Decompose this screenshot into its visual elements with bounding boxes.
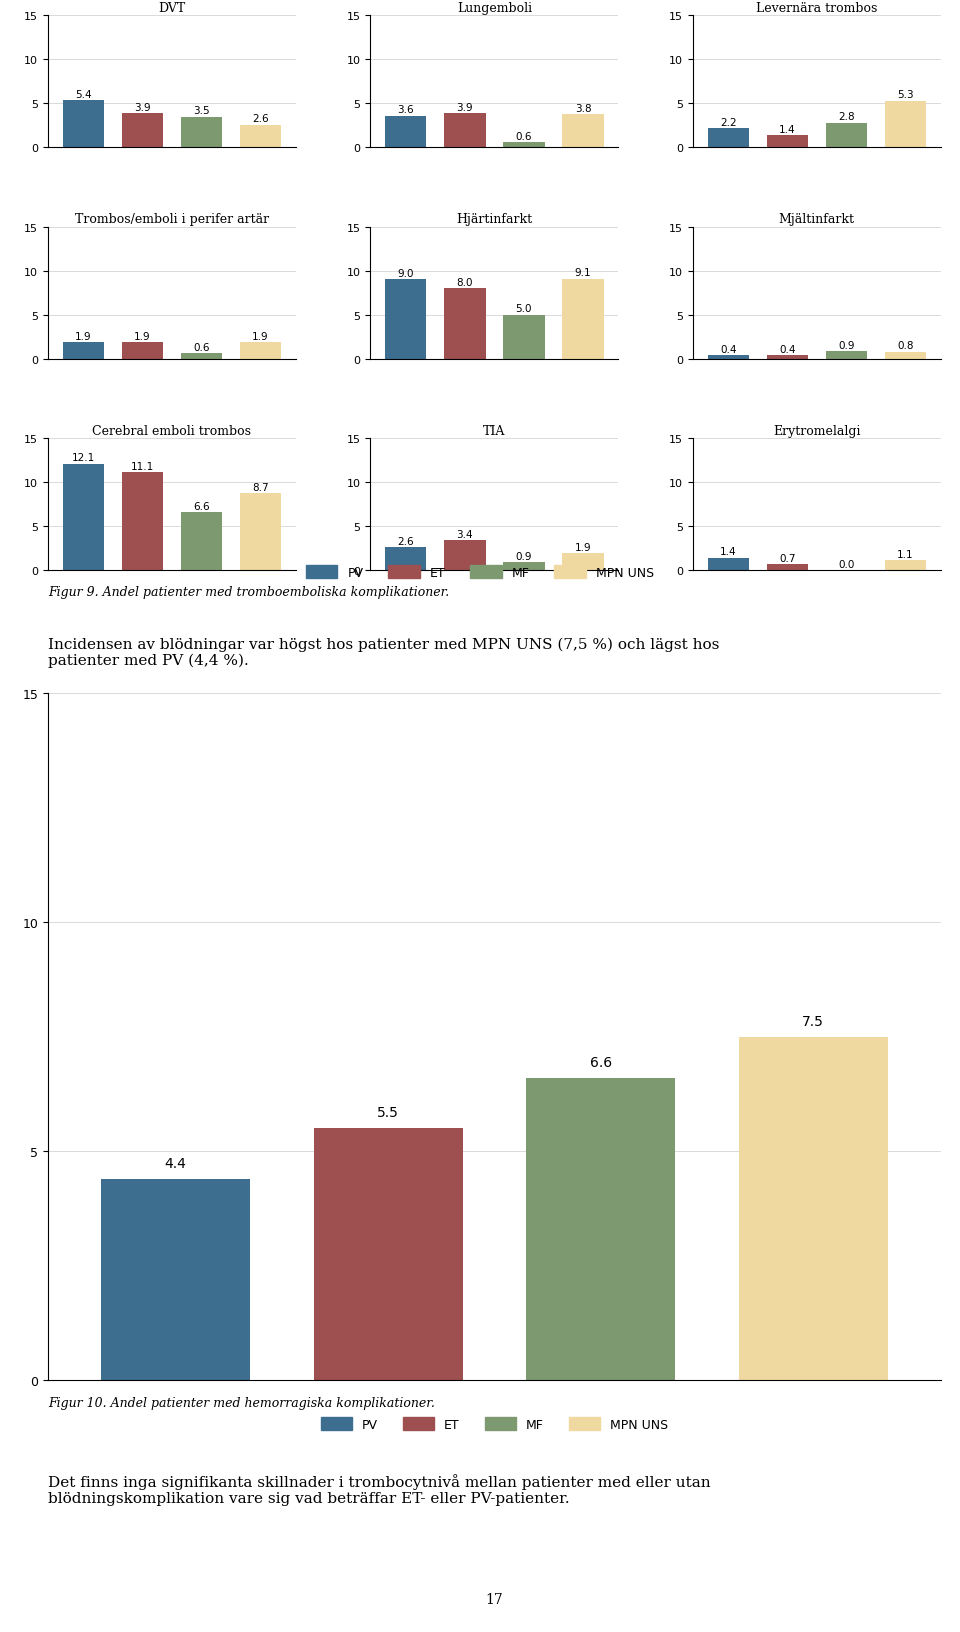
Bar bbox=[385, 281, 426, 359]
Bar bbox=[708, 129, 749, 149]
Bar bbox=[526, 1079, 675, 1381]
Text: 5.5: 5.5 bbox=[377, 1105, 399, 1120]
Title: Lungemboli: Lungemboli bbox=[457, 2, 532, 15]
Bar bbox=[885, 101, 926, 149]
Text: 12.1: 12.1 bbox=[72, 454, 95, 463]
Bar bbox=[503, 144, 544, 149]
Text: Figur 10. Andel patienter med hemorragiska komplikationer.: Figur 10. Andel patienter med hemorragis… bbox=[48, 1395, 435, 1408]
Bar bbox=[444, 289, 486, 359]
Bar bbox=[767, 565, 808, 571]
Text: 2.2: 2.2 bbox=[720, 118, 736, 127]
Title: Hjärtinfarkt: Hjärtinfarkt bbox=[456, 214, 533, 227]
Bar bbox=[122, 343, 163, 359]
Bar bbox=[503, 563, 544, 571]
Text: 3.6: 3.6 bbox=[397, 106, 414, 116]
Title: TIA: TIA bbox=[483, 424, 506, 437]
Text: 3.5: 3.5 bbox=[193, 106, 210, 116]
Text: 1.9: 1.9 bbox=[252, 331, 269, 341]
Bar bbox=[180, 354, 222, 359]
Bar bbox=[240, 494, 281, 571]
Text: 1.1: 1.1 bbox=[897, 550, 914, 560]
Text: 2.6: 2.6 bbox=[397, 537, 414, 547]
Text: 5.0: 5.0 bbox=[516, 304, 532, 315]
Legend: PV, ET, MF, MPN UNS: PV, ET, MF, MPN UNS bbox=[316, 1412, 673, 1436]
Title: Cerebral emboli trombos: Cerebral emboli trombos bbox=[92, 424, 252, 437]
Bar bbox=[885, 353, 926, 359]
Title: Trombos/emboli i perifer artär: Trombos/emboli i perifer artär bbox=[75, 214, 269, 227]
Bar bbox=[240, 343, 281, 359]
Bar bbox=[444, 114, 486, 149]
Bar bbox=[180, 512, 222, 571]
Text: 0.6: 0.6 bbox=[193, 343, 210, 353]
Bar bbox=[885, 561, 926, 571]
Title: Erytromelalgi: Erytromelalgi bbox=[773, 424, 860, 437]
Bar bbox=[62, 463, 104, 571]
Bar bbox=[826, 351, 867, 359]
Text: Figur 9. Andel patienter med tromboemboliska komplikationer.: Figur 9. Andel patienter med tromboembol… bbox=[48, 586, 449, 599]
Bar bbox=[563, 553, 604, 571]
Bar bbox=[444, 540, 486, 571]
Text: 3.9: 3.9 bbox=[457, 103, 473, 113]
Bar bbox=[739, 1036, 888, 1381]
Bar bbox=[62, 343, 104, 359]
Text: 7.5: 7.5 bbox=[803, 1013, 825, 1028]
Text: 0.9: 0.9 bbox=[838, 341, 854, 351]
Text: 8.0: 8.0 bbox=[457, 277, 473, 287]
Text: 0.4: 0.4 bbox=[779, 344, 796, 354]
Text: 0.9: 0.9 bbox=[516, 552, 532, 561]
Text: 1.4: 1.4 bbox=[779, 124, 796, 135]
Text: 0.4: 0.4 bbox=[720, 344, 736, 354]
Text: 3.9: 3.9 bbox=[134, 103, 151, 113]
Text: 5.4: 5.4 bbox=[75, 90, 92, 100]
Text: 6.6: 6.6 bbox=[193, 501, 210, 511]
Legend: PV, ET, MF, MPN UNS: PV, ET, MF, MPN UNS bbox=[301, 561, 659, 584]
Bar bbox=[314, 1129, 463, 1381]
Bar bbox=[503, 315, 544, 359]
Text: 6.6: 6.6 bbox=[589, 1056, 612, 1069]
Text: 0.6: 0.6 bbox=[516, 132, 532, 142]
Bar bbox=[240, 126, 281, 149]
Text: 2.6: 2.6 bbox=[252, 114, 269, 124]
Text: Det finns inga signifikanta skillnader i trombocytnivå mellan patienter med elle: Det finns inga signifikanta skillnader i… bbox=[48, 1474, 710, 1505]
Text: 5.3: 5.3 bbox=[897, 90, 914, 100]
Bar bbox=[122, 473, 163, 571]
Text: Incidensen av blödningar var högst hos patienter med MPN UNS (7,5 %) och lägst h: Incidensen av blödningar var högst hos p… bbox=[48, 636, 719, 667]
Text: 0.7: 0.7 bbox=[779, 553, 796, 563]
Text: 9.1: 9.1 bbox=[575, 268, 591, 277]
Bar bbox=[826, 124, 867, 149]
Text: 1.9: 1.9 bbox=[75, 331, 92, 341]
Text: 3.4: 3.4 bbox=[457, 529, 473, 540]
Bar bbox=[563, 279, 604, 359]
Text: 1.9: 1.9 bbox=[575, 543, 591, 553]
Text: 17: 17 bbox=[486, 1593, 503, 1606]
Bar bbox=[385, 548, 426, 571]
Bar bbox=[767, 356, 808, 359]
Text: 9.0: 9.0 bbox=[397, 269, 414, 279]
Bar bbox=[180, 118, 222, 149]
Text: 4.4: 4.4 bbox=[164, 1155, 186, 1170]
Text: 11.1: 11.1 bbox=[131, 462, 155, 472]
Text: 2.8: 2.8 bbox=[838, 113, 854, 122]
Text: 0.0: 0.0 bbox=[838, 560, 854, 570]
Bar bbox=[122, 114, 163, 149]
Text: 1.9: 1.9 bbox=[134, 331, 151, 341]
Bar bbox=[708, 558, 749, 571]
Bar bbox=[708, 356, 749, 359]
Bar bbox=[62, 101, 104, 149]
Text: 1.4: 1.4 bbox=[720, 547, 736, 557]
Text: 8.7: 8.7 bbox=[252, 483, 269, 493]
Bar bbox=[767, 135, 808, 149]
Title: DVT: DVT bbox=[158, 2, 185, 15]
Bar bbox=[385, 116, 426, 149]
Text: 3.8: 3.8 bbox=[575, 103, 591, 114]
Text: 0.8: 0.8 bbox=[898, 341, 914, 351]
Bar bbox=[563, 114, 604, 149]
Title: Levernära trombos: Levernära trombos bbox=[756, 2, 877, 15]
Bar bbox=[101, 1178, 250, 1381]
Title: Mjältinfarkt: Mjältinfarkt bbox=[779, 214, 854, 227]
